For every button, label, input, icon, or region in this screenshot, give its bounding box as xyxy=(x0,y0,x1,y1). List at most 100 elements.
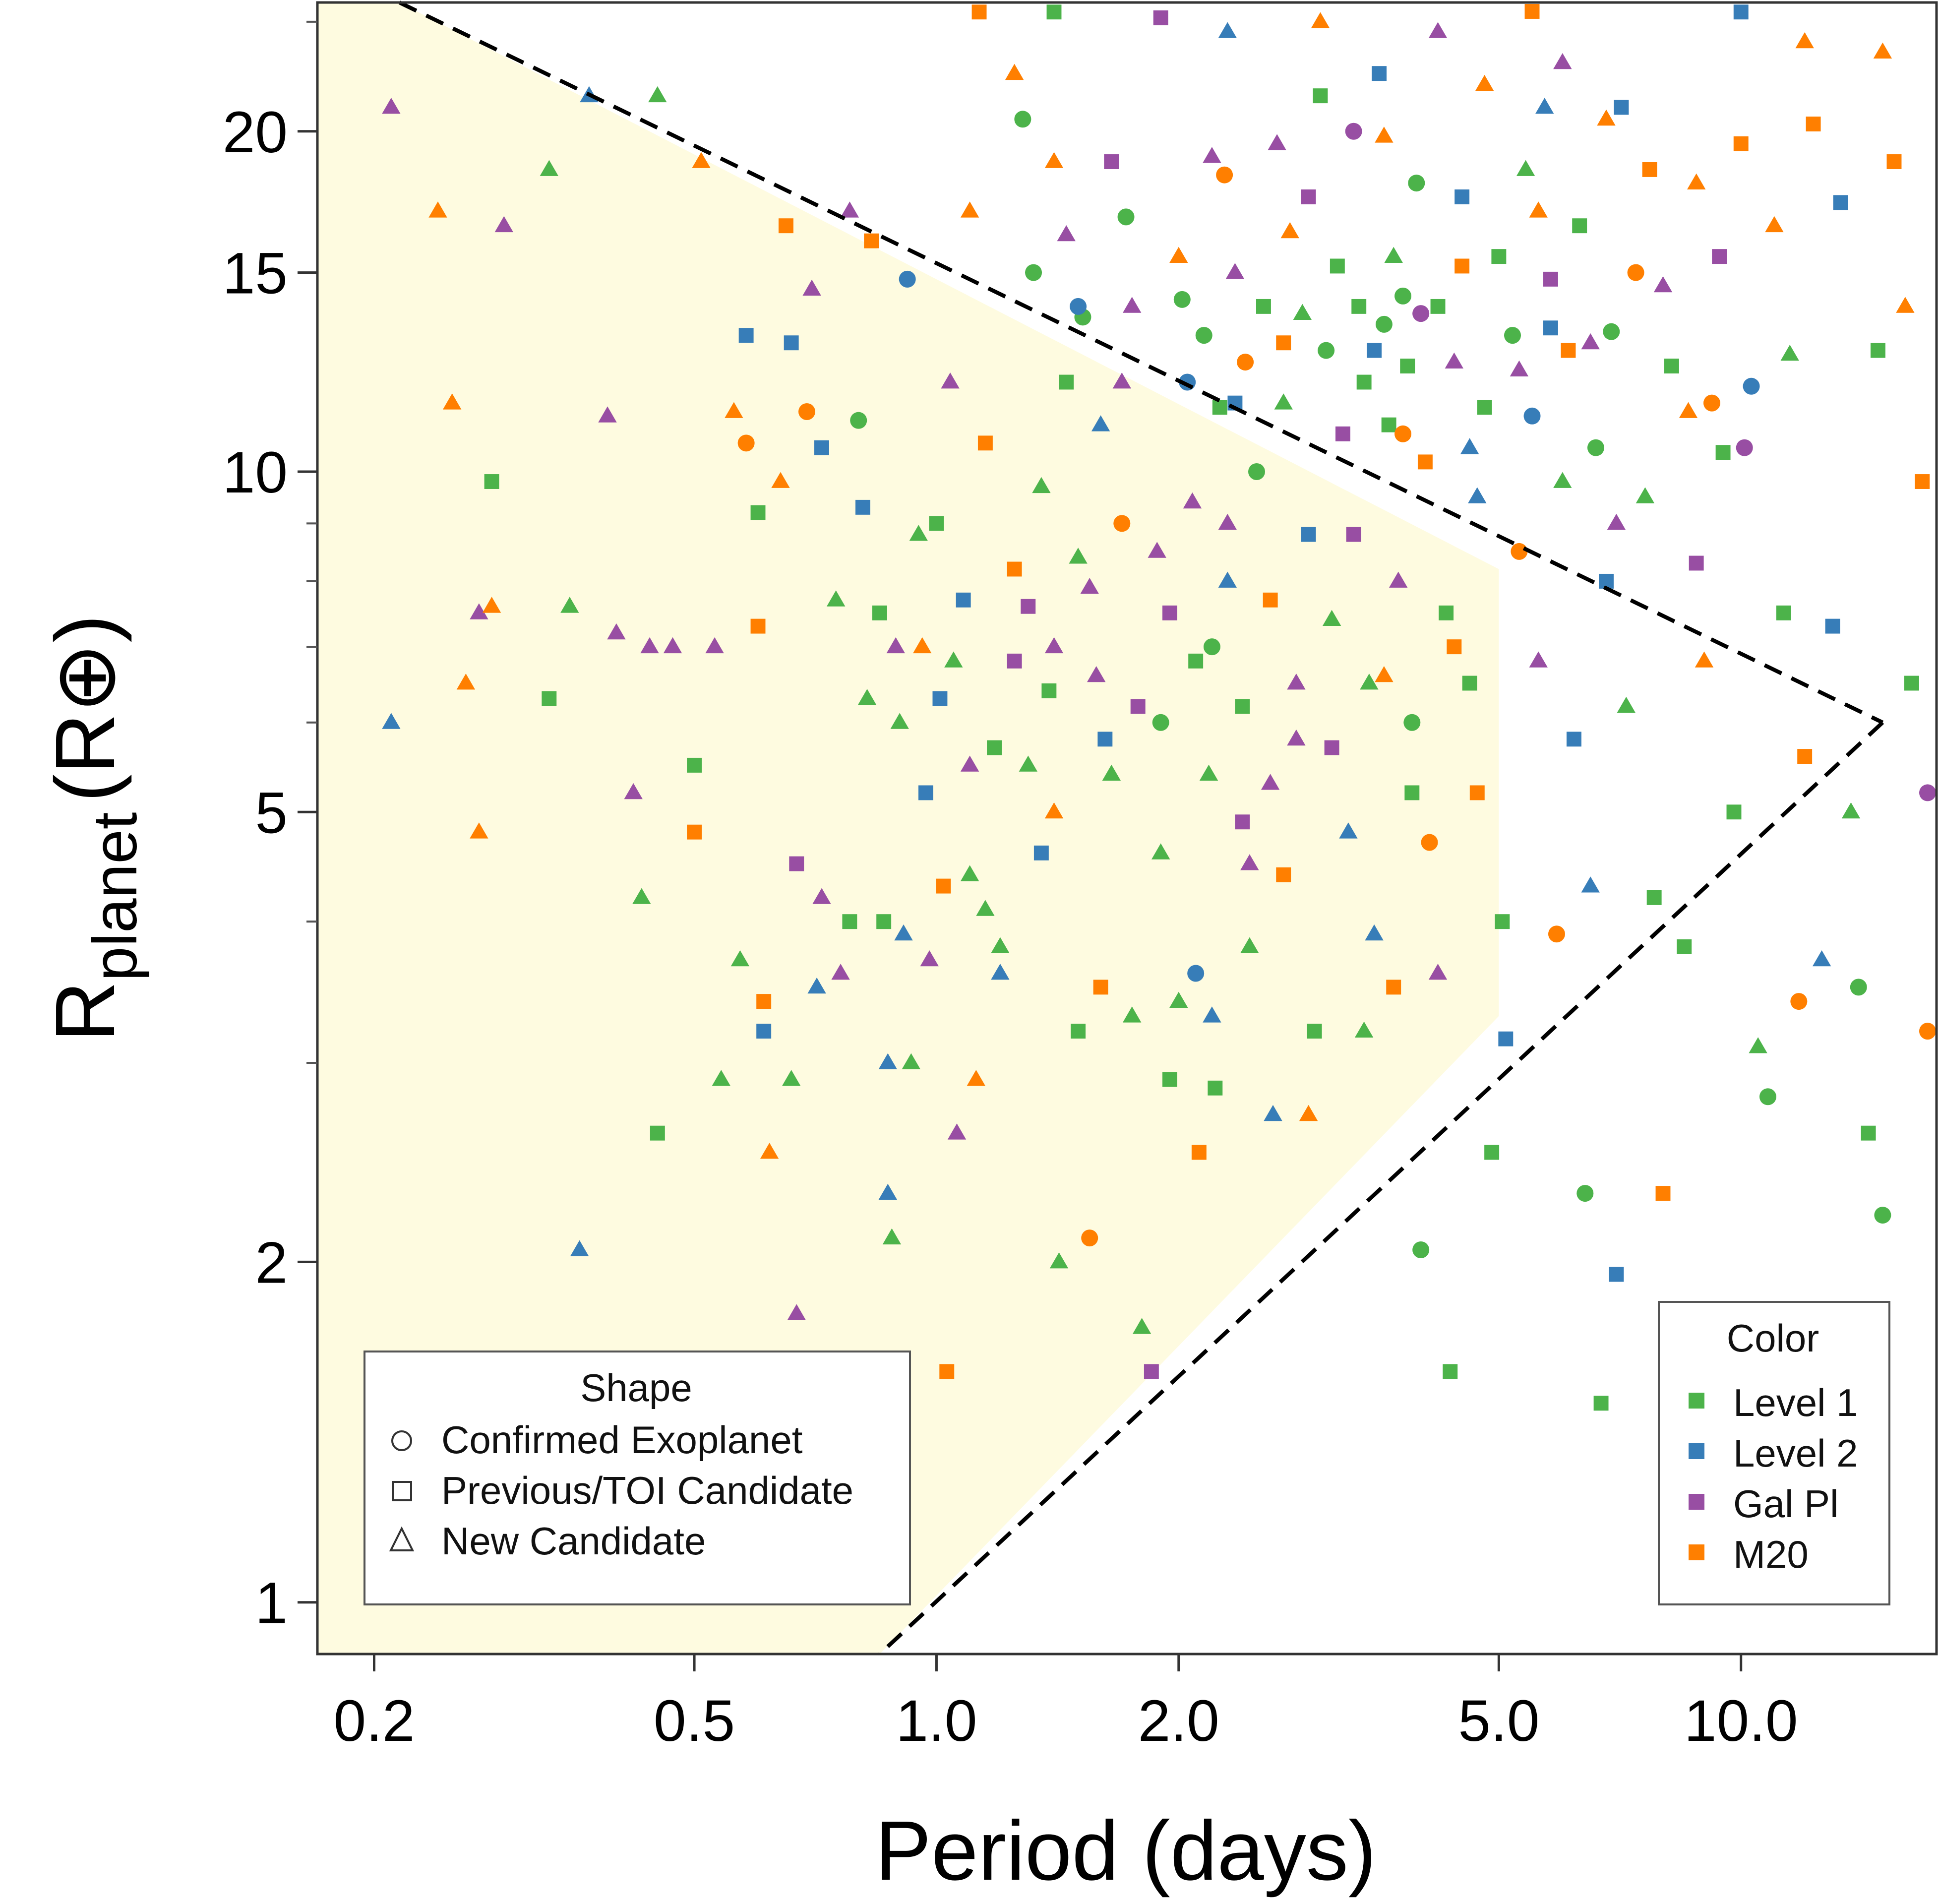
point-m20-square xyxy=(1797,749,1813,764)
point-level-1-square xyxy=(1071,1024,1086,1039)
point-level-2-circle xyxy=(1070,298,1087,315)
point-level-2-triangle xyxy=(878,1183,897,1200)
point-level-1-square xyxy=(687,757,702,773)
legend-color-label: Level 2 xyxy=(1733,1431,1858,1475)
legend-triangle-icon xyxy=(389,1526,415,1551)
point-level-2-triangle xyxy=(1218,571,1237,588)
point-m20-triangle xyxy=(760,1143,779,1159)
x-tick-label: 0.2 xyxy=(333,1688,415,1754)
point-gal-pl-square xyxy=(1346,527,1361,542)
point-level-2-square xyxy=(756,1024,772,1039)
point-m20-square xyxy=(687,824,702,840)
point-level-1-triangle xyxy=(1069,548,1088,564)
point-level-2-square xyxy=(738,328,754,343)
point-m20-circle xyxy=(737,434,755,452)
point-level-1-square xyxy=(1484,1145,1500,1160)
point-level-1-triangle xyxy=(1360,674,1379,690)
y-tick-label: 10 xyxy=(223,440,288,505)
point-m20-square xyxy=(1447,639,1462,655)
point-m20-square xyxy=(756,994,772,1009)
point-m20-triangle xyxy=(771,472,790,488)
point-level-1-triangle xyxy=(1032,477,1051,493)
point-gal-pl-triangle xyxy=(1044,637,1064,654)
point-level-1-triangle xyxy=(944,651,963,668)
point-m20-square xyxy=(1886,154,1902,169)
point-gal-pl-triangle xyxy=(663,637,682,654)
point-m20-square xyxy=(977,435,993,451)
y-axis-title-unit: (R⊕) xyxy=(38,614,132,802)
point-level-1-square xyxy=(1235,699,1250,714)
legend-swatch-m20 xyxy=(1689,1544,1704,1560)
point-level-2-square xyxy=(1301,527,1316,542)
point-gal-pl-square xyxy=(1153,10,1168,25)
legend-swatch-level-1 xyxy=(1689,1393,1704,1409)
point-level-1-triangle xyxy=(1132,1318,1151,1334)
point-level-1-triangle xyxy=(1049,1252,1069,1269)
point-level-2-triangle xyxy=(1468,487,1487,503)
point-level-1-triangle xyxy=(1617,696,1636,713)
y-tick-label: 15 xyxy=(223,241,288,307)
point-level-1-square xyxy=(650,1125,665,1141)
legend-shape-entries: Confirmed Exoplanet Previous/TOI Candidat… xyxy=(389,1418,853,1563)
legend-color: Color Level 1 Level 2 Gal Pl M20 xyxy=(1658,1301,1890,1605)
point-level-1-circle xyxy=(1603,323,1620,340)
point-m20-square xyxy=(1417,454,1433,470)
point-level-2-square xyxy=(1367,343,1382,358)
point-level-1-triangle xyxy=(1151,843,1170,860)
search-region xyxy=(317,2,1499,1654)
x-tick-label: 1.0 xyxy=(896,1688,977,1754)
point-level-1-square xyxy=(1256,299,1271,314)
point-level-1-circle xyxy=(1403,714,1421,731)
point-level-1-circle xyxy=(1375,315,1393,333)
point-m20-triangle xyxy=(1873,42,1892,59)
point-gal-pl-triangle xyxy=(1389,571,1408,588)
point-gal-pl-triangle xyxy=(831,964,850,980)
point-level-1-square xyxy=(1212,400,1227,415)
point-level-1-triangle xyxy=(1274,393,1293,410)
point-level-1-circle xyxy=(1394,287,1412,305)
point-m20-circle xyxy=(1511,543,1528,560)
point-level-2-square xyxy=(1033,845,1049,860)
legend-square-icon xyxy=(392,1481,412,1501)
point-level-2-square xyxy=(932,691,948,706)
data-points xyxy=(382,4,1936,1411)
point-level-2-triangle xyxy=(1218,22,1237,38)
point-m20-square xyxy=(971,4,987,20)
point-level-1-triangle xyxy=(1749,1037,1767,1053)
legend-color-label: M20 xyxy=(1733,1533,1809,1576)
point-m20-triangle xyxy=(1280,222,1299,239)
point-m20-circle xyxy=(1421,834,1438,851)
point-level-2-triangle xyxy=(807,978,826,994)
point-level-1-square xyxy=(1593,1396,1609,1411)
point-m20-triangle xyxy=(1765,216,1784,233)
point-level-1-square xyxy=(542,691,557,706)
point-m20-circle xyxy=(1237,354,1254,371)
point-level-1-triangle xyxy=(730,950,750,967)
point-level-1-triangle xyxy=(909,525,928,541)
y-tick-label: 2 xyxy=(255,1230,288,1295)
point-gal-pl-triangle xyxy=(598,406,617,423)
point-gal-pl-triangle xyxy=(941,372,960,389)
point-m20-circle xyxy=(1627,264,1644,281)
point-level-1-square xyxy=(750,505,766,520)
point-level-2-square xyxy=(1543,320,1558,336)
point-m20-circle xyxy=(1790,993,1808,1010)
point-m20-square xyxy=(1093,980,1108,995)
point-level-2-circle xyxy=(1187,965,1205,982)
point-level-2-circle xyxy=(899,270,916,288)
point-m20-square xyxy=(864,233,879,248)
point-level-2-square xyxy=(784,335,799,351)
point-m20-triangle xyxy=(1896,297,1915,313)
point-m20-triangle xyxy=(1695,651,1714,668)
boundary-line-1 xyxy=(398,0,1884,725)
point-m20-circle xyxy=(1394,425,1412,442)
point-level-1-square xyxy=(1208,1080,1223,1096)
point-level-2-square xyxy=(1454,189,1470,204)
point-level-1-triangle xyxy=(648,86,667,103)
x-tick-label: 0.5 xyxy=(654,1688,735,1754)
point-gal-pl-triangle xyxy=(1240,854,1259,870)
point-level-1-circle xyxy=(1874,1207,1891,1224)
point-gal-pl-square xyxy=(1007,653,1022,669)
point-gal-pl-triangle xyxy=(1653,276,1673,293)
x-tick-label: 10.0 xyxy=(1684,1688,1798,1754)
